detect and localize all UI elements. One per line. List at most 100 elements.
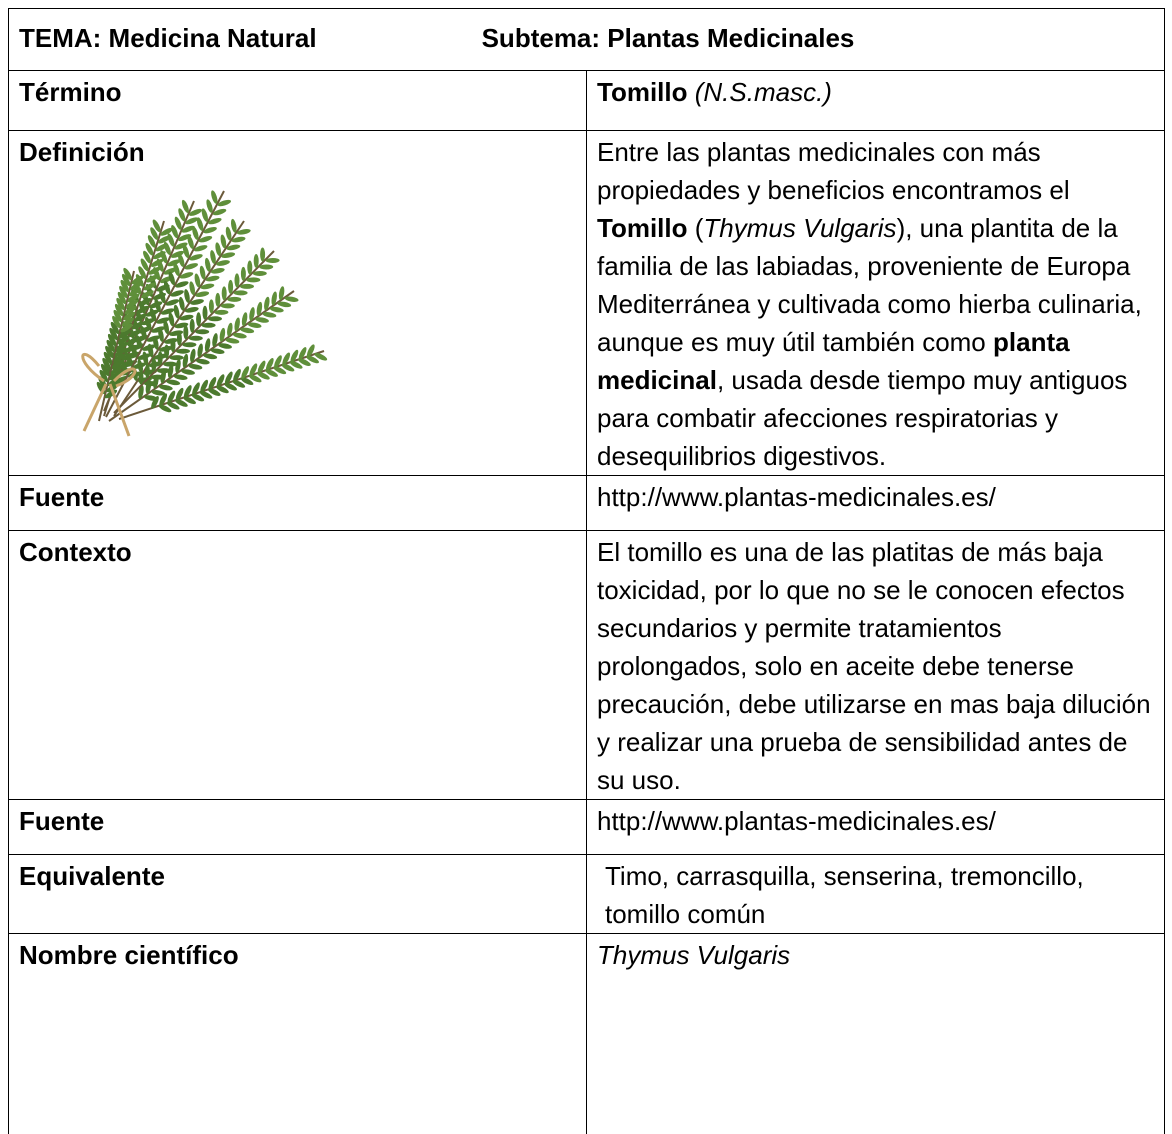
- thyme-part: [169, 355, 184, 361]
- thyme-part: [163, 320, 170, 335]
- thyme-part: [168, 271, 175, 286]
- thyme-part: [113, 353, 126, 363]
- thyme-part: [241, 366, 250, 379]
- thyme-part: [120, 279, 130, 293]
- thyme-part: [135, 334, 142, 349]
- thyme-part: [164, 344, 170, 359]
- thyme-part: [212, 333, 218, 347]
- thyme-part: [155, 243, 169, 252]
- thyme-part: [227, 296, 242, 302]
- thyme-part: [182, 342, 197, 348]
- thyme-part: [208, 316, 222, 322]
- thyme-part: [231, 236, 246, 243]
- thyme-part: [200, 283, 215, 290]
- thyme-part: [189, 318, 195, 333]
- thyme-part: [100, 363, 110, 377]
- thyme-part: [130, 343, 138, 358]
- thyme-part: [221, 286, 227, 301]
- thyme-part: [269, 306, 284, 313]
- thyme-part: [233, 368, 241, 382]
- thyme-part: [232, 380, 246, 388]
- thyme-part: [159, 289, 166, 304]
- thyme-part: [199, 265, 206, 280]
- thyme-part: [151, 390, 166, 396]
- label: Definición: [19, 137, 145, 167]
- thyme-part: [116, 297, 125, 311]
- thyme-part: [121, 273, 131, 287]
- thyme-part: [105, 345, 114, 359]
- thyme-part: [145, 316, 152, 331]
- thyme-part: [188, 208, 202, 216]
- thyme-part: [234, 273, 240, 288]
- thyme-part: [247, 260, 253, 275]
- thyme-part: [240, 266, 246, 281]
- thyme-part: [173, 374, 188, 380]
- thyme-part: [290, 349, 299, 363]
- thyme-part: [113, 220, 245, 417]
- row: Equivalente Timo, carrasquilla, senserina…: [8, 854, 1165, 934]
- thyme-part: [210, 348, 225, 354]
- content: Entre las plantas medicinales con más pr…: [586, 130, 1165, 476]
- thyme-part: [150, 227, 159, 240]
- text-run: Thymus Vulgaris: [597, 940, 791, 970]
- thyme-part: [210, 267, 225, 274]
- thyme-part: [220, 303, 235, 309]
- row: Fuente http://www.plantas-medicinales.es/: [8, 799, 1165, 855]
- thyme-part: [145, 274, 159, 283]
- thyme-part: [184, 263, 198, 270]
- thyme-part: [127, 293, 140, 303]
- thyme-part: [170, 290, 184, 297]
- thyme-part: [190, 348, 196, 363]
- thyme-part: [206, 199, 213, 213]
- thyme-part: [185, 217, 199, 225]
- thyme-part: [107, 333, 117, 347]
- thyme-part: [144, 381, 158, 387]
- thyme-part: [228, 279, 234, 294]
- thyme-part: [99, 369, 109, 383]
- thyme-part: [216, 374, 225, 387]
- thyme-part: [217, 199, 232, 207]
- thyme-part: [192, 382, 200, 396]
- thyme-part: [234, 317, 240, 332]
- thyme-part: [183, 396, 196, 405]
- thyme-part: [114, 303, 124, 317]
- thyme-part: [190, 299, 204, 305]
- thyme-part: [182, 353, 189, 368]
- thyme-part: [257, 371, 270, 380]
- thyme-part: [149, 307, 157, 322]
- thyme-part: [138, 266, 147, 279]
- thyme-part: [298, 347, 307, 360]
- thyme-part: [220, 234, 227, 249]
- thyme-part: [189, 281, 196, 296]
- thyme-part: [166, 379, 181, 386]
- row: Contexto El tomillo es una de las platita…: [8, 530, 1165, 800]
- thyme-part: [174, 242, 188, 250]
- thyme-part: [193, 245, 208, 252]
- thyme-part: [230, 218, 237, 233]
- thyme-part: [246, 277, 261, 283]
- thyme-part: [225, 226, 232, 241]
- thyme-part: [207, 388, 221, 396]
- thyme-part: [314, 352, 328, 361]
- thyme-part: [218, 343, 232, 349]
- thyme-part: [181, 369, 195, 375]
- header-row: TEMA: Medicina Natural Subtema: Plantas M…: [8, 8, 1165, 71]
- thyme-part: [118, 329, 132, 339]
- thyme-part: [105, 190, 225, 418]
- thyme-part: [158, 384, 173, 391]
- thyme-part: [278, 286, 285, 301]
- thyme-part: [175, 387, 184, 401]
- thyme-part: [265, 257, 280, 263]
- thyme-part: [214, 309, 229, 315]
- thyme-part: [129, 329, 142, 338]
- text-run: Tomillo: [597, 213, 688, 243]
- thyme-part: [102, 357, 111, 371]
- row: Término Tomillo (N.S.masc.): [8, 70, 1165, 131]
- thyme-part: [178, 208, 186, 222]
- thyme-part: [236, 228, 251, 235]
- thyme-part: [116, 341, 129, 351]
- thyme-part: [252, 270, 267, 276]
- thyme-part: [109, 371, 122, 381]
- thyme-part: [154, 298, 161, 313]
- thyme-part: [120, 323, 133, 333]
